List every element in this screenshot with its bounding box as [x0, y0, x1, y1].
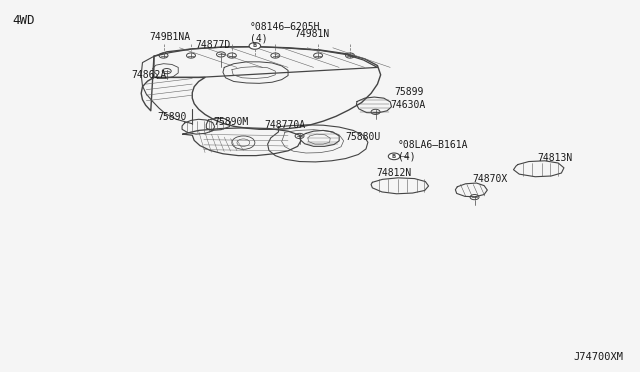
Text: 75880U: 75880U [346, 132, 381, 142]
Text: °08LA6–B161A
(4): °08LA6–B161A (4) [398, 140, 468, 161]
Text: B: B [392, 154, 396, 159]
Text: 74812N: 74812N [377, 168, 412, 178]
Text: J74700XM: J74700XM [573, 352, 623, 362]
Text: 74870X: 74870X [472, 174, 508, 184]
Circle shape [249, 42, 260, 49]
Text: B: B [253, 44, 257, 48]
Text: 74630A: 74630A [390, 100, 426, 110]
Text: 749B1NA: 749B1NA [149, 32, 190, 42]
Text: 74862A: 74862A [131, 70, 166, 80]
Text: 75899: 75899 [395, 87, 424, 97]
Text: 4WD: 4WD [12, 14, 35, 27]
Text: 75890M: 75890M [213, 117, 248, 127]
Text: 74813N: 74813N [537, 153, 572, 163]
Text: 75890: 75890 [157, 112, 186, 122]
Text: 74981N: 74981N [294, 29, 330, 39]
Text: 748770A: 748770A [264, 120, 305, 130]
Circle shape [388, 153, 400, 160]
Text: 74877D: 74877D [195, 40, 231, 50]
Text: °08146–6205H
(4): °08146–6205H (4) [250, 22, 320, 44]
